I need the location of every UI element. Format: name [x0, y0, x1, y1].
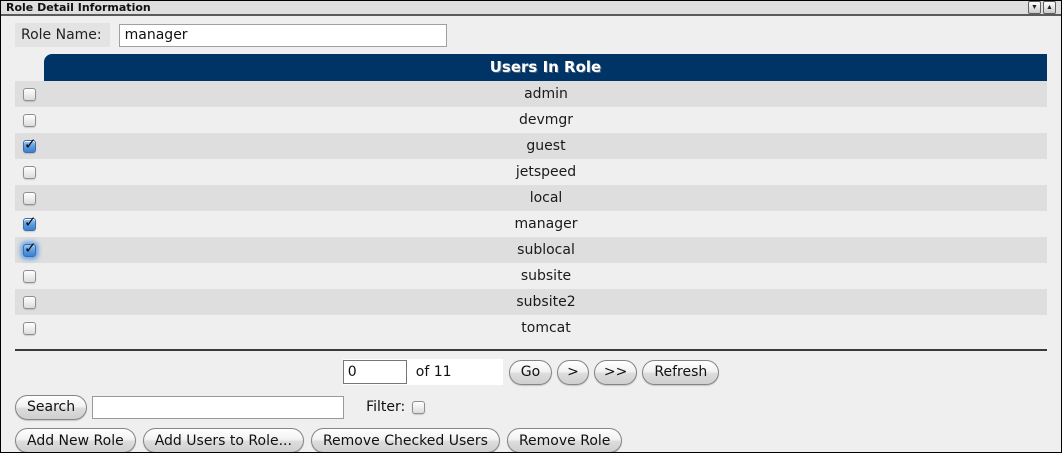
window-controls: ▼ ▲	[1028, 1, 1056, 14]
triangle-up-icon: ▲	[1046, 4, 1053, 11]
users-in-role-table: Users In Role admin devmgr guest jetspeed lo…	[15, 54, 1047, 341]
search-input[interactable]	[92, 395, 345, 419]
maximize-button[interactable]: ▲	[1043, 1, 1056, 14]
last-page-button[interactable]: >>	[593, 359, 638, 385]
checkbox-cell	[15, 87, 45, 101]
pagination-bar: of 11 Go > >> Refresh	[15, 358, 1047, 386]
checkbox-cell	[15, 295, 45, 309]
table-row: subsite2	[15, 289, 1047, 315]
checkbox-cell	[15, 239, 45, 257]
user-name: manager	[514, 216, 578, 232]
user-name: devmgr	[518, 112, 574, 128]
remove-checked-users-button[interactable]: Remove Checked Users	[310, 428, 500, 452]
user-checkbox[interactable]	[23, 165, 36, 179]
user-checkbox[interactable]	[23, 295, 36, 309]
checkbox-cell	[15, 165, 45, 179]
filter-label: Filter:	[366, 399, 406, 415]
user-checkbox[interactable]	[23, 135, 37, 153]
user-name: admin	[524, 86, 568, 102]
page-count-label: of 11	[415, 364, 452, 380]
table-row: guest	[15, 133, 1047, 159]
table-row: jetspeed	[15, 159, 1047, 185]
divider	[15, 349, 1047, 351]
user-checkbox[interactable]	[23, 269, 36, 283]
search-button[interactable]: Search	[15, 394, 88, 420]
actions-row: Add New Role Add Users to Role... Remove…	[15, 428, 1047, 452]
role-name-label: Role Name:	[15, 23, 110, 47]
user-name: jetspeed	[515, 164, 577, 180]
users-table-body: admin devmgr guest jetspeed local manager subl…	[15, 81, 1047, 341]
user-checkbox[interactable]	[23, 191, 36, 205]
portlet-titlebar: Role Detail Information ▼ ▲	[1, 1, 1061, 16]
role-name-input[interactable]	[118, 23, 447, 47]
table-row: manager	[15, 211, 1047, 237]
user-name: subsite	[520, 268, 572, 284]
portlet-content: Role Name: Users In Role admin devmgr gues…	[1, 16, 1061, 452]
user-name: tomcat	[521, 320, 571, 336]
user-checkbox[interactable]	[23, 239, 37, 257]
user-name: local	[529, 190, 563, 206]
remove-role-button[interactable]: Remove Role	[506, 428, 623, 452]
triangle-down-icon: ▼	[1031, 4, 1038, 11]
minimize-button[interactable]: ▼	[1028, 1, 1041, 14]
checkbox-cell	[15, 113, 45, 127]
checkbox-cell	[15, 191, 45, 205]
add-users-to-role-button[interactable]: Add Users to Role...	[142, 428, 304, 452]
table-row: devmgr	[15, 107, 1047, 133]
portlet-title: Role Detail Information	[6, 1, 151, 14]
table-row: sublocal	[15, 237, 1047, 263]
user-name: subsite2	[516, 294, 576, 310]
role-name-row: Role Name:	[15, 23, 1047, 47]
table-row: tomcat	[15, 315, 1047, 341]
table-row: local	[15, 185, 1047, 211]
page-number-input[interactable]	[342, 360, 407, 384]
page-indicator: of 11	[342, 359, 503, 385]
add-new-role-button[interactable]: Add New Role	[15, 428, 136, 452]
user-checkbox[interactable]	[23, 213, 37, 231]
user-checkbox[interactable]	[23, 321, 36, 335]
user-checkbox[interactable]	[23, 87, 36, 101]
filter-checkbox[interactable]	[412, 400, 426, 414]
checkbox-cell	[15, 213, 45, 231]
checkbox-cell	[15, 321, 45, 335]
table-row: admin	[15, 81, 1047, 107]
user-checkbox[interactable]	[23, 113, 36, 127]
search-row: Search Filter:	[15, 393, 1047, 421]
go-button[interactable]: Go	[508, 359, 553, 385]
user-name: guest	[526, 138, 566, 154]
users-table-header: Users In Role	[44, 54, 1047, 81]
table-row: subsite	[15, 263, 1047, 289]
checkbox-cell	[15, 269, 45, 283]
next-page-button[interactable]: >	[557, 359, 589, 385]
user-name: sublocal	[517, 242, 575, 258]
refresh-button[interactable]: Refresh	[642, 359, 720, 385]
checkbox-cell	[15, 135, 45, 153]
